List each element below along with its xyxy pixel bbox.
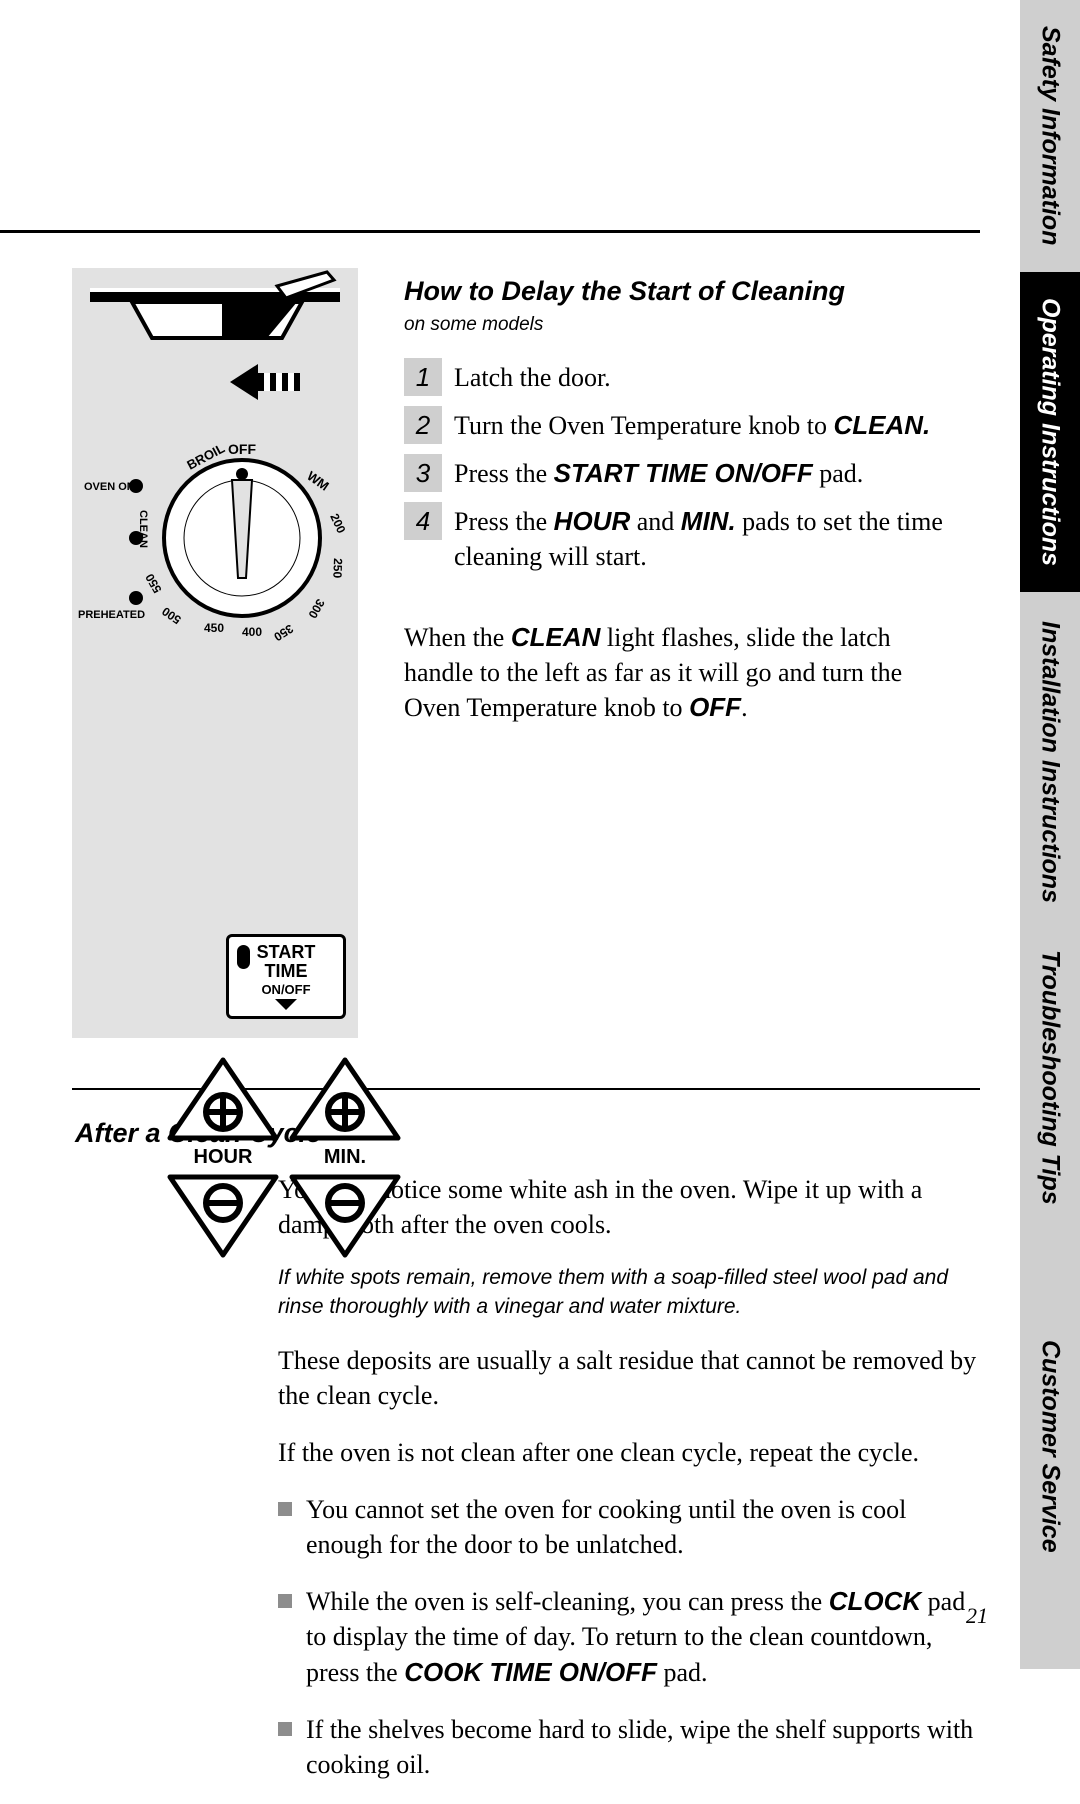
step-1: 1 Latch the door. [404, 358, 964, 396]
para-bold: CLEAN [511, 622, 601, 652]
step-num: 3 [404, 454, 442, 492]
dial-tick: 550 [142, 571, 164, 596]
section1-title: How to Delay the Start of Cleaning [404, 276, 845, 307]
dial-wm-label: WM [304, 468, 332, 494]
hour-label: HOUR [164, 1146, 282, 1169]
step-text: Press the START TIME ON/OFF pad. [454, 454, 863, 491]
step-text: Latch the door. [454, 358, 611, 395]
step-text: Turn the Oven Temperature knob to CLEAN. [454, 406, 930, 443]
para-span: When the [404, 623, 511, 652]
min-up-pad[interactable] [286, 1054, 404, 1144]
after-p3: If the oven is not clean after one clean… [278, 1435, 978, 1470]
step-4: 4 Press the HOUR and MIN. pads to set th… [404, 502, 964, 574]
section1-subtitle: on some models [404, 314, 543, 336]
tab-customer-service[interactable]: Customer Service [1020, 1223, 1080, 1669]
side-tabs: Safety Information Operating Instruction… [1020, 0, 1080, 1669]
dial-off-label: OFF [228, 441, 256, 457]
manual-page: Safety Information Operating Instruction… [0, 0, 1080, 1669]
step-text-span: Turn the Oven Temperature knob to [454, 411, 833, 440]
dial-tick: 450 [204, 621, 224, 635]
dial-tick: 350 [271, 621, 296, 644]
pad-indicator-icon [237, 945, 250, 969]
bullet-bold: COOK TIME ON/OFF [404, 1657, 657, 1687]
after-bullet-2: While the oven is self-cleaning, you can… [278, 1584, 978, 1689]
rule-top [0, 230, 980, 233]
dial-tick: 250 [330, 558, 345, 579]
step-num: 2 [404, 406, 442, 444]
after-note: If white spots remain, remove them with … [278, 1264, 978, 1321]
after-bullet-3: If the shelves become hard to slide, wip… [278, 1712, 978, 1782]
min-pad-group: MIN. [286, 1054, 404, 1261]
hour-down-pad[interactable] [164, 1171, 282, 1261]
hour-up-pad[interactable] [164, 1054, 282, 1144]
step-bold: START TIME ON/OFF [554, 458, 813, 488]
step-num: 4 [404, 502, 442, 540]
chevron-down-icon [275, 999, 297, 1010]
hour-pad-group: HOUR [164, 1054, 282, 1261]
oven-temp-knob-icon: OFF BROIL WM 200 250 300 350 400 450 500… [72, 438, 358, 648]
hour-min-pads: HOUR MIN. [164, 1054, 414, 1261]
page-number: 21 [966, 1603, 988, 1629]
tab-operating[interactable]: Operating Instructions [1020, 272, 1080, 592]
min-label: MIN. [286, 1146, 404, 1169]
min-down-pad[interactable] [286, 1171, 404, 1261]
dial-tick: 200 [327, 511, 348, 535]
control-panel-illustration: OFF BROIL WM 200 250 300 350 400 450 500… [72, 268, 358, 1038]
after-bullet-1: You cannot set the oven for cooking unti… [278, 1492, 978, 1562]
step-text-span: Press the [454, 459, 554, 488]
step-text-span: pad. [813, 459, 864, 488]
dial-tick: 400 [242, 625, 262, 639]
step-bold: CLEAN. [833, 410, 930, 440]
para-bold: OFF [689, 692, 741, 722]
door-latch-icon [72, 268, 358, 438]
step-text: Press the HOUR and MIN. pads to set the … [454, 502, 964, 574]
step-bold: MIN. [681, 506, 736, 536]
section1-after-para: When the CLEAN light flashes, slide the … [404, 620, 964, 725]
bullet-span: While the oven is self-cleaning, you can… [306, 1587, 829, 1616]
step-bold: HOUR [554, 506, 631, 536]
para-span: . [741, 693, 748, 722]
indicator-preheated: PREHEATED [78, 609, 145, 621]
step-num: 1 [404, 358, 442, 396]
tab-safety[interactable]: Safety Information [1020, 0, 1080, 272]
step-text-span: Press the [454, 507, 554, 536]
indicator-clean: CLEAN [137, 510, 149, 548]
indicator-oven-on: OVEN ON [84, 481, 135, 493]
tab-installation[interactable]: Installation Instructions [1020, 592, 1080, 932]
step-text-span: Latch the door. [454, 363, 611, 392]
dial-tick: 300 [305, 597, 327, 622]
delay-clean-steps: 1 Latch the door. 2 Turn the Oven Temper… [404, 358, 964, 584]
after-p2: These deposits are usually a salt residu… [278, 1343, 978, 1413]
dial-tick: 500 [159, 604, 184, 627]
start-time-pad[interactable]: START TIME ON/OFF [226, 934, 346, 1019]
after-clean-body: You may notice some white ash in the ove… [278, 1172, 978, 1804]
tab-troubleshooting[interactable]: Troubleshooting Tips [1020, 932, 1080, 1223]
step-2: 2 Turn the Oven Temperature knob to CLEA… [404, 406, 964, 444]
step-text-span: and [630, 507, 681, 536]
step-3: 3 Press the START TIME ON/OFF pad. [404, 454, 964, 492]
start-time-l3: ON/OFF [233, 983, 339, 997]
bullet-bold: CLOCK [829, 1586, 921, 1616]
bullet-span: pad. [657, 1658, 708, 1687]
